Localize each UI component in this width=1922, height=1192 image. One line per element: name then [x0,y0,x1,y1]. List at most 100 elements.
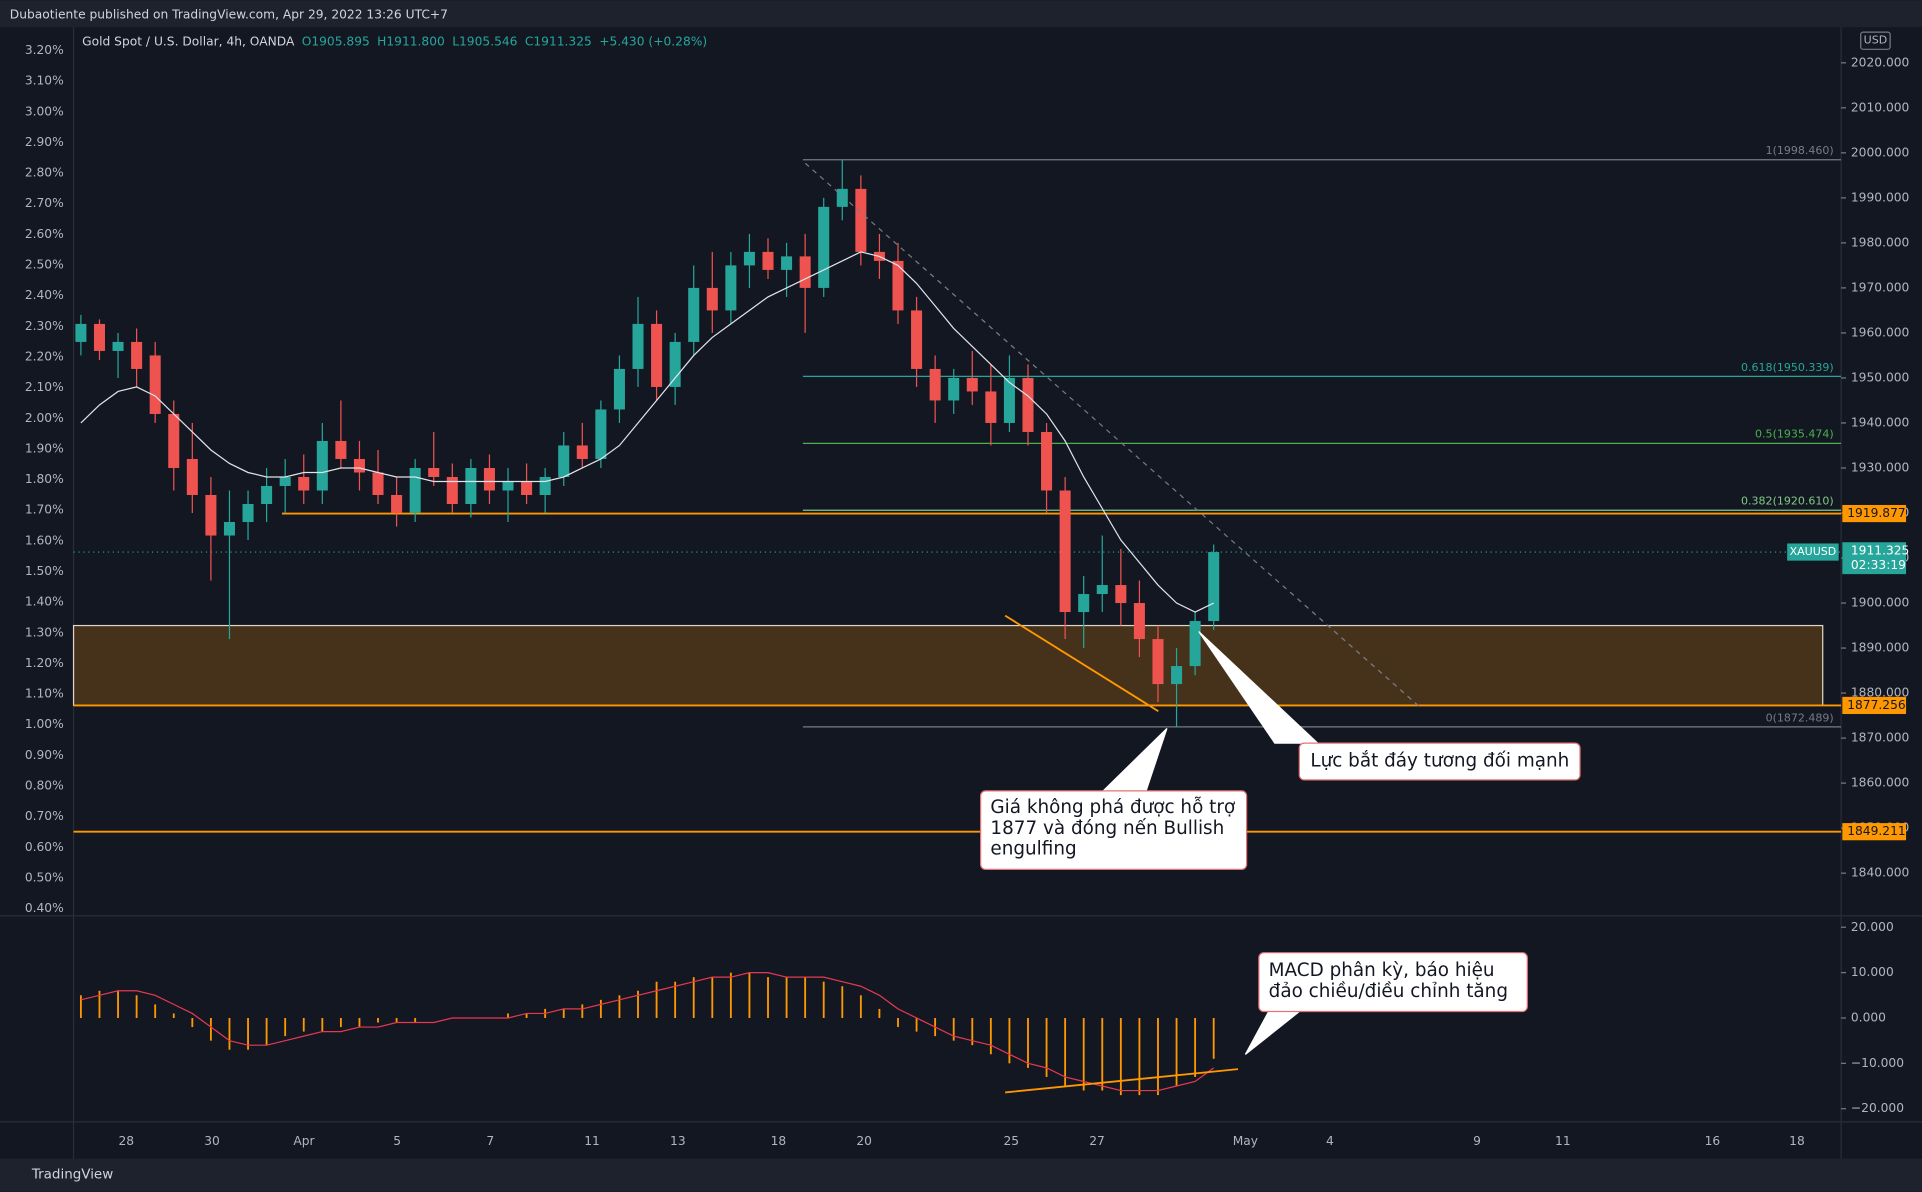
y-tick-label: 1990.000 [1851,190,1909,204]
candle-body [799,256,811,288]
drawings: Lực bắt đáy tương đối mạnh Giá không phá… [804,162,1581,1094]
candle-body [1022,377,1034,432]
macd-tick-label: −10.000 [1851,1056,1904,1070]
macd-tick-label: −20.000 [1851,1101,1904,1115]
x-tick-label: May [1233,1134,1258,1148]
candle-body [372,472,384,495]
last-price-label: 1911.325 [1851,543,1909,557]
currency-box [1860,31,1891,50]
ohlc-value: C1911.325 [525,34,592,48]
candle-body [391,494,403,514]
y-tick-label: 1970.000 [1851,280,1909,294]
pct-tick-label: 2.60% [25,227,64,241]
candle-body [725,265,737,311]
pct-tick-label: 1.60% [25,533,64,547]
level-label: 1849.211 [1847,824,1905,838]
callout-text: 1877 và đóng nến Bullish [990,818,1224,839]
callout-text: Lực bắt đáy tương đối mạnh [1310,750,1569,771]
candle-body [948,377,960,401]
fib-label: 0.5(1935.474) [1755,428,1834,441]
candle-body [93,323,105,351]
candle-body [149,355,161,414]
fib-label: 0.382(1920.610) [1741,495,1834,508]
pct-tick-label: 1.50% [25,564,64,578]
candle-body [558,445,570,477]
candle-body [279,476,291,486]
pct-tick-label: 1.10% [25,687,64,701]
frame [0,27,1922,1159]
pct-tick-label: 2.90% [25,135,64,149]
callout-text: MACD phân kỳ, báo hiệu [1269,960,1495,981]
callout-box [979,790,1248,870]
x-tick-label: 5 [393,1134,401,1148]
x-tick-label: 9 [1473,1134,1481,1148]
x-tick-label: 28 [118,1134,134,1148]
y-tick-label: 1890.000 [1851,641,1909,655]
x-tick-label: Apr [293,1134,315,1148]
candle-body [428,467,440,477]
bottom-bar [0,1158,1922,1192]
x-tick-label: 16 [1705,1134,1721,1148]
candle-body [1208,552,1220,622]
macd-tick-label: 10.000 [1851,965,1894,979]
pct-tick-label: 3.10% [25,74,64,88]
callout-box [1298,742,1581,781]
symbol-tag [1787,543,1839,561]
candle-body [929,368,941,401]
x-tick-label: 18 [771,1134,787,1148]
candle-body [706,287,718,311]
candle-body [818,206,830,288]
candle-body [298,476,310,491]
y-tick-label: 1960.000 [1851,325,1909,339]
candle-body [613,368,625,410]
y-tick-label: 1870.000 [1851,731,1909,745]
x-tick-label: 18 [1789,1134,1805,1148]
macd-signal [80,972,1215,1092]
candle-body [223,522,235,536]
countdown: 02:33:19 [1851,558,1906,572]
candle-body [632,323,644,369]
pct-tick-label: 1.00% [25,717,64,731]
candle-body [1078,594,1090,613]
level-tag [1842,823,1907,841]
candle-body [502,481,514,491]
ohlc-value: L1905.546 [452,34,517,48]
fib-label: 0.618(1950.339) [1741,361,1834,374]
candle-body [966,377,978,392]
candle-body [911,310,923,369]
ohlc-value: O1905.895 [302,34,370,48]
callout-text: Giá không phá được hỗ trợ [990,797,1236,818]
pct-tick-label: 1.30% [25,625,64,639]
y-tick-label: 1860.000 [1851,776,1909,790]
pct-tick-label: 1.80% [25,472,64,486]
candle-body [75,323,87,342]
pct-tick-label: 0.40% [25,901,64,915]
candle-body [1115,585,1127,604]
symbol-label: XAUUSD [1790,545,1837,558]
candle-body [261,485,273,504]
candle-body [651,323,663,387]
pct-tick-label: 0.70% [25,809,64,823]
pct-tick-label: 2.30% [25,319,64,333]
pct-tick-label: 1.20% [25,656,64,670]
pct-tick-label: 2.10% [25,380,64,394]
level-tag [1842,504,1907,523]
last-price-tag [1842,542,1907,575]
callout-pointer [1198,631,1320,744]
top-bar [0,0,1922,28]
candle-body [1096,585,1108,595]
candle-body [521,481,533,495]
candle-body [743,251,755,266]
candle-body [1041,431,1053,491]
macd-tick-label: 20.000 [1851,920,1894,934]
candle-body [465,467,477,504]
candle-body [836,188,848,207]
callout-text: engulfing [990,839,1076,860]
candle-body [855,188,867,252]
candle-body [1003,377,1015,423]
callout-text: đảo chiều/điều chỉnh tăng [1269,981,1508,1002]
ohlc-value: +5.430 (+0.28%) [599,34,707,48]
candle-body [688,287,700,342]
level-label: 1919.877 [1847,506,1905,520]
